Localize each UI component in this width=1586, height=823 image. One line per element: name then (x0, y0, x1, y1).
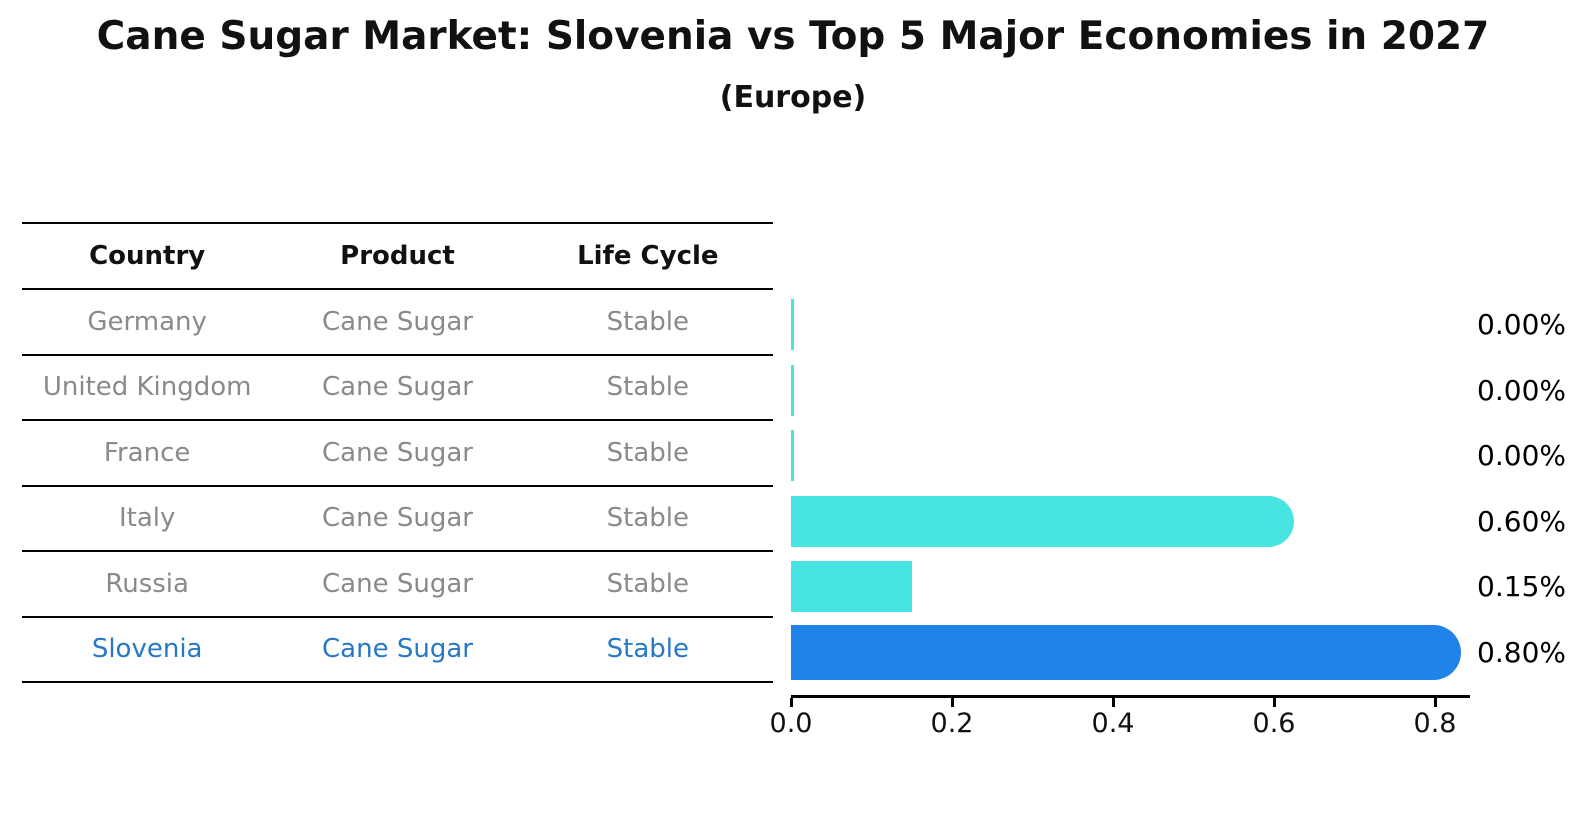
value-labels: 0.00% 0.00% 0.00% 0.60% 0.15% 0.80% (1420, 292, 1566, 685)
table-cell-country: France (103, 437, 191, 468)
bar-row (791, 423, 1470, 489)
chart-subtitle: (Europe) (719, 80, 867, 115)
bar-italy (791, 495, 1294, 547)
x-tick-label: 0.4 (1091, 708, 1135, 739)
bar-germany (791, 299, 794, 351)
value-label-row: 0.00% (1420, 292, 1566, 358)
bar-row (791, 554, 1470, 620)
table-row: France Cane Sugar Stable (22, 421, 773, 487)
x-tick-mark (1434, 698, 1437, 707)
table-cell-country: United Kingdom (42, 372, 252, 403)
table-cell-country: Slovenia (91, 634, 203, 665)
table-cell-product: Cane Sugar (322, 634, 473, 665)
col-header-product: Product (340, 241, 455, 271)
bar-value-label: 0.00% (1477, 373, 1566, 407)
value-label-row: 0.80% (1420, 620, 1566, 686)
x-tick-label: 0.8 (1413, 708, 1457, 739)
bar-row (791, 358, 1470, 424)
table-cell-life-cycle: Stable (606, 634, 689, 665)
x-tick-label: 0.0 (769, 708, 813, 739)
table-cell-product: Cane Sugar (322, 568, 473, 599)
value-label-row: 0.60% (1420, 489, 1566, 555)
table-row: Germany Cane Sugar Stable (22, 290, 773, 356)
table-cell-product: Cane Sugar (322, 503, 473, 534)
table-header-row: Country Product Life Cycle (22, 224, 773, 290)
table-cell-life-cycle: Stable (606, 372, 689, 403)
value-label-row: 0.00% (1420, 423, 1566, 489)
table-cell-product: Cane Sugar (322, 372, 473, 403)
table-cell-life-cycle: Stable (606, 437, 689, 468)
col-header-life-cycle: Life Cycle (577, 241, 719, 271)
table-body: Germany Cane Sugar Stable United Kingdom Can… (22, 290, 773, 683)
bar-plot (791, 292, 1470, 695)
bar-russia (791, 561, 912, 613)
x-tick-label: 0.2 (930, 708, 974, 739)
x-tick-mark (790, 698, 793, 707)
country-table: Country Product Life Cycle Germany Cane S… (22, 222, 773, 683)
x-axis-line (791, 695, 1470, 698)
table-cell-life-cycle: Stable (606, 306, 689, 337)
bar-row (791, 489, 1470, 555)
chart-title: Cane Sugar Market: Slovenia vs Top 5 Maj… (96, 14, 1490, 59)
bars-container (791, 292, 1470, 685)
table-row: United Kingdom Cane Sugar Stable (22, 356, 773, 421)
x-tick-label: 0.6 (1252, 708, 1296, 739)
value-label-row: 0.00% (1420, 358, 1566, 424)
bar-value-label: 0.80% (1477, 635, 1566, 669)
table-cell-country: Russia (105, 568, 189, 599)
bar-france (791, 430, 794, 482)
table-cell-country: Italy (118, 503, 176, 534)
bar-value-label: 0.60% (1477, 504, 1566, 538)
table-cell-product: Cane Sugar (322, 437, 473, 468)
bar-row (791, 620, 1470, 686)
x-axis-ticks: 0.0 0.2 0.4 0.6 0.8 (770, 695, 1470, 755)
bar-value-label: 0.15% (1477, 570, 1566, 604)
table-row: Slovenia Cane Sugar Stable (22, 618, 773, 683)
table-cell-life-cycle: Stable (606, 568, 689, 599)
table-row: Italy Cane Sugar Stable (22, 487, 773, 552)
value-label-row: 0.15% (1420, 554, 1566, 620)
table-cell-life-cycle: Stable (606, 503, 689, 534)
table-cell-product: Cane Sugar (322, 306, 473, 337)
bar-slovenia (791, 624, 1461, 680)
bar-value-label: 0.00% (1477, 308, 1566, 342)
table-row: Russia Cane Sugar Stable (22, 552, 773, 618)
x-tick-mark (1112, 698, 1115, 707)
bar-row (791, 292, 1470, 358)
x-tick-mark (1273, 698, 1276, 707)
table-cell-country: Germany (87, 306, 207, 337)
x-tick-mark (951, 698, 954, 707)
col-header-country: Country (89, 241, 206, 271)
bar-value-label: 0.00% (1477, 439, 1566, 473)
bar-united-kingdom (791, 364, 794, 416)
